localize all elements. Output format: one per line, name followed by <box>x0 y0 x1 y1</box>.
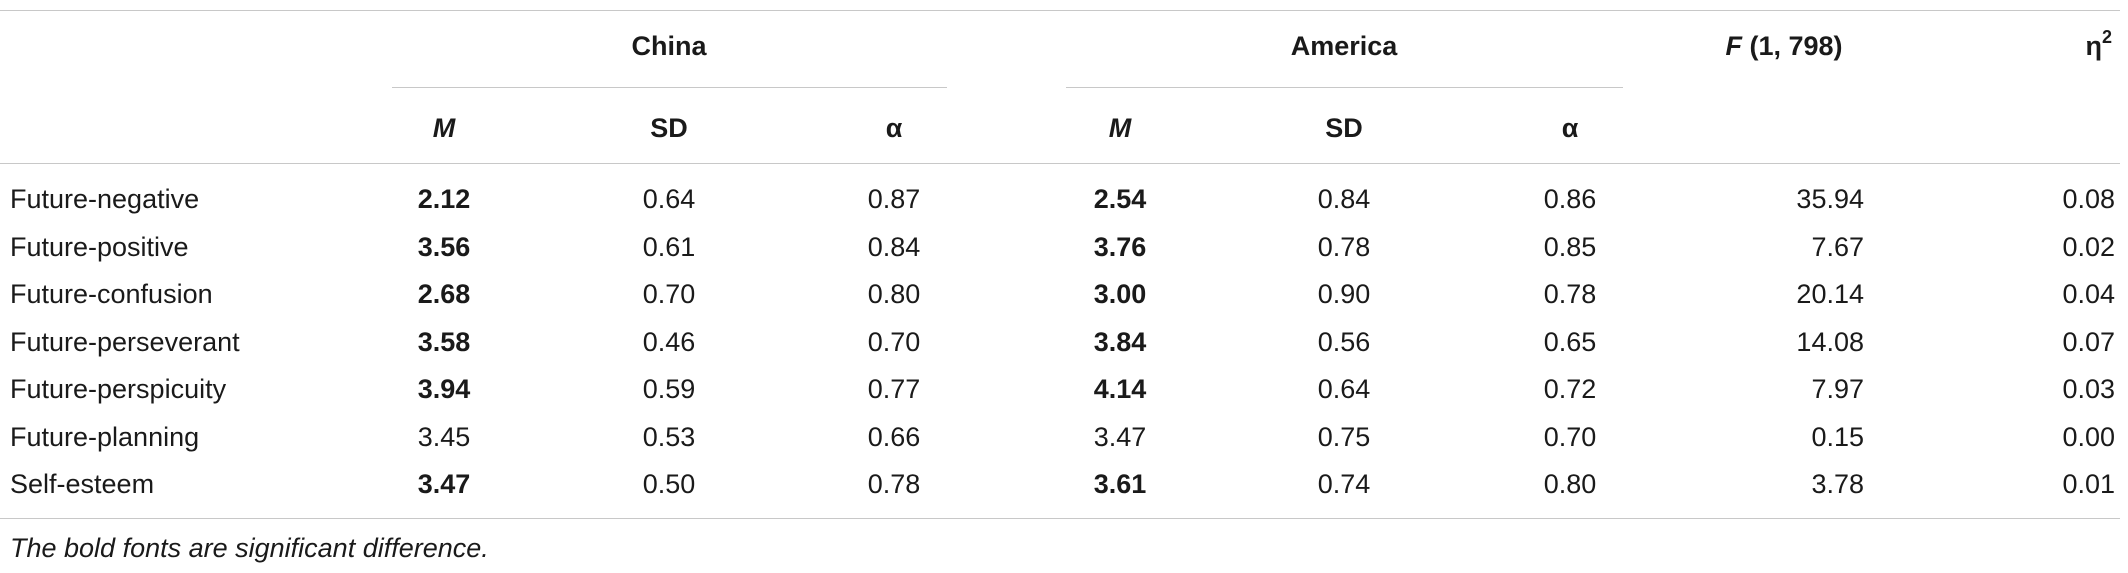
america-group-rule <box>1066 87 1623 88</box>
table-top-rule <box>0 10 2120 11</box>
cell-america-sd: 0.64 <box>1317 374 1371 404</box>
cell-f-value: 0.15 <box>1811 421 1864 452</box>
cell-china-sd: 0.59 <box>642 374 696 404</box>
cell-america-alpha: 0.80 <box>1543 469 1597 499</box>
cell-eta-value: 0.08 <box>2062 184 2115 214</box>
cell-eta-value: 0.03 <box>2062 374 2115 404</box>
cell-china-m: 3.47 <box>417 469 471 499</box>
cell-f-value: 7.67 <box>1811 231 1864 262</box>
subheader-america-m: M <box>1108 113 1132 143</box>
header-f-symbol: F <box>1725 31 1742 61</box>
cell-america-sd: 0.74 <box>1317 469 1371 499</box>
cell-china-m: 3.45 <box>417 421 471 452</box>
header-f-df: (1, 798) <box>1741 31 1843 61</box>
cell-eta-value: 0.04 <box>2062 279 2115 309</box>
cell-china-sd: 0.70 <box>642 279 696 309</box>
cell-china-sd: 0.50 <box>642 469 696 499</box>
cell-america-m: 2.54 <box>1093 184 1147 214</box>
cell-f-value: 7.97 <box>1811 374 1864 404</box>
cell-america-m: 4.14 <box>1093 374 1147 404</box>
cell-eta-value: 0.02 <box>2062 231 2115 262</box>
cell-america-alpha: 0.78 <box>1543 279 1597 309</box>
cell-america-sd: 0.78 <box>1317 231 1371 262</box>
subheader-china-m: M <box>432 113 456 143</box>
header-eta-superscript: 2 <box>2101 27 2112 47</box>
cell-china-alpha: 0.80 <box>867 279 921 309</box>
cell-f-value: 3.78 <box>1811 469 1864 499</box>
cell-china-alpha: 0.66 <box>867 421 921 452</box>
cell-china-alpha: 0.70 <box>867 326 921 357</box>
cell-china-alpha: 0.84 <box>867 231 921 262</box>
cell-america-m: 3.00 <box>1093 279 1147 309</box>
row-label: Future-perseverant <box>10 326 240 357</box>
cell-f-value: 35.94 <box>1796 184 1864 214</box>
cell-china-m: 3.56 <box>417 231 471 262</box>
header-bottom-rule <box>0 163 2120 164</box>
cell-china-m: 3.58 <box>417 326 471 357</box>
cell-america-m: 3.76 <box>1093 231 1147 262</box>
header-eta-symbol: η <box>2085 31 2102 61</box>
cell-eta-value: 0.01 <box>2062 469 2115 499</box>
cell-america-alpha: 0.86 <box>1543 184 1597 214</box>
cell-china-alpha: 0.87 <box>867 184 921 214</box>
cell-america-alpha: 0.85 <box>1543 231 1597 262</box>
table-note: The bold fonts are significant differenc… <box>10 533 489 563</box>
cell-china-sd: 0.64 <box>642 184 696 214</box>
cell-china-alpha: 0.77 <box>867 374 921 404</box>
row-label: Future-planning <box>10 421 200 452</box>
subheader-china-sd: SD <box>650 113 688 143</box>
cell-china-m: 2.12 <box>417 184 471 214</box>
cell-america-m: 3.61 <box>1093 469 1147 499</box>
cell-china-m: 2.68 <box>417 279 471 309</box>
cell-china-sd: 0.46 <box>642 326 696 357</box>
cell-america-sd: 0.75 <box>1317 421 1371 452</box>
subheader-america-alpha: α <box>1561 113 1579 143</box>
subheader-china-alpha: α <box>885 113 903 143</box>
cell-america-m: 3.84 <box>1093 326 1147 357</box>
row-label: Future-perspicuity <box>10 374 227 404</box>
cell-eta-value: 0.00 <box>2062 421 2115 452</box>
cell-america-m: 3.47 <box>1093 421 1147 452</box>
cell-america-sd: 0.56 <box>1317 326 1371 357</box>
row-label: Future-confusion <box>10 279 213 309</box>
cell-f-value: 14.08 <box>1796 326 1864 357</box>
table-bottom-rule <box>0 518 2120 519</box>
cell-china-alpha: 0.78 <box>867 469 921 499</box>
cell-america-sd: 0.84 <box>1317 184 1371 214</box>
cell-china-m: 3.94 <box>417 374 471 404</box>
cell-america-alpha: 0.72 <box>1543 374 1597 404</box>
cell-america-sd: 0.90 <box>1317 279 1371 309</box>
cell-america-alpha: 0.65 <box>1543 326 1597 357</box>
header-eta-squared: η2 <box>2085 27 2112 62</box>
header-f-statistic: F (1, 798) <box>1725 30 1842 62</box>
cell-china-sd: 0.61 <box>642 231 696 262</box>
subheader-america-sd: SD <box>1325 113 1363 143</box>
row-label: Future-positive <box>10 231 189 262</box>
china-group-rule <box>392 87 947 88</box>
header-china: China <box>631 31 707 61</box>
row-label: Self-esteem <box>10 469 155 499</box>
cell-america-alpha: 0.70 <box>1543 421 1597 452</box>
header-america: America <box>1290 31 1398 61</box>
cell-f-value: 20.14 <box>1796 279 1864 309</box>
row-label: Future-negative <box>10 184 200 214</box>
cell-china-sd: 0.53 <box>642 421 696 452</box>
cell-eta-value: 0.07 <box>2062 326 2115 357</box>
